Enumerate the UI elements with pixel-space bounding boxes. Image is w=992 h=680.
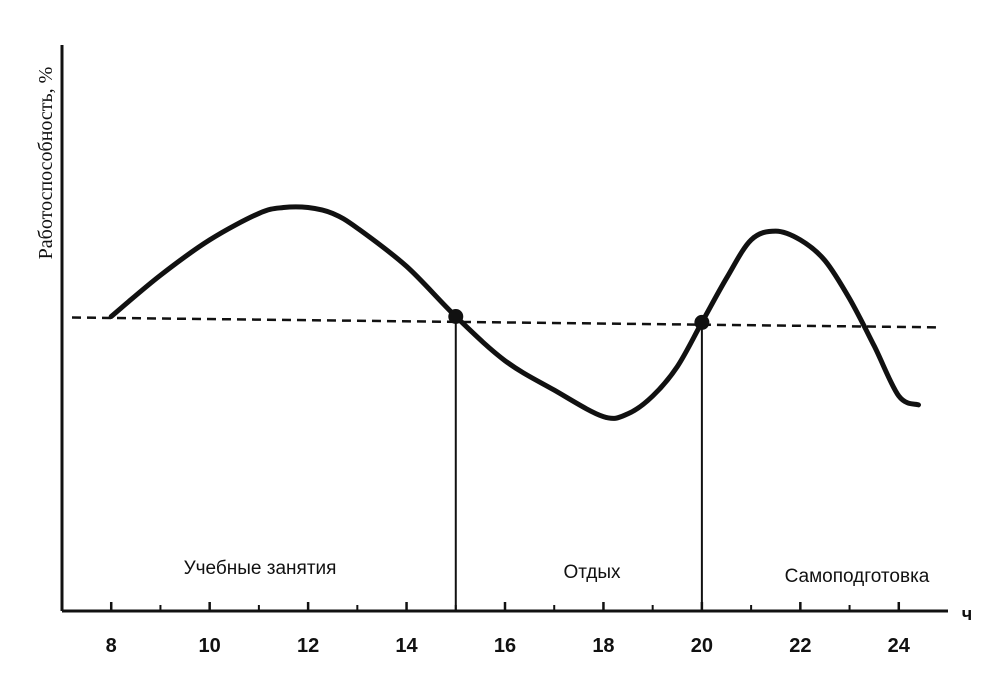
labels: Работоспособность, % ч Учебные занятия О… bbox=[35, 67, 972, 624]
series bbox=[108, 204, 921, 421]
x-tick-label: 22 bbox=[789, 635, 811, 657]
period-label-study: Учебные занятия bbox=[184, 558, 337, 579]
reference-line bbox=[71, 316, 937, 329]
x-tick-label: 10 bbox=[199, 635, 221, 657]
x-axis-unit-label: ч bbox=[962, 604, 972, 624]
intersection-marker bbox=[448, 309, 464, 324]
x-tick-label: 12 bbox=[297, 635, 319, 657]
x-tick-label: 20 bbox=[691, 635, 713, 657]
ticks: 8 10 12 14 16 18 20 22 24 bbox=[106, 602, 911, 657]
axes bbox=[60, 45, 948, 613]
y-axis-label: Работоспособность, % bbox=[35, 67, 57, 260]
dividers bbox=[454, 316, 703, 611]
performance-curve bbox=[108, 204, 921, 421]
markers bbox=[448, 309, 710, 330]
period-label-rest: Отдых bbox=[563, 562, 621, 583]
x-tick-label: 16 bbox=[494, 635, 516, 657]
intersection-marker bbox=[694, 314, 710, 330]
x-tick-label: 24 bbox=[888, 635, 911, 657]
x-tick-label: 14 bbox=[395, 635, 418, 657]
period-label-self-study: Самоподготовка bbox=[785, 566, 930, 587]
x-tick-label: 8 bbox=[106, 635, 117, 657]
reference-line-group bbox=[71, 316, 937, 329]
x-tick-label: 18 bbox=[592, 635, 614, 657]
